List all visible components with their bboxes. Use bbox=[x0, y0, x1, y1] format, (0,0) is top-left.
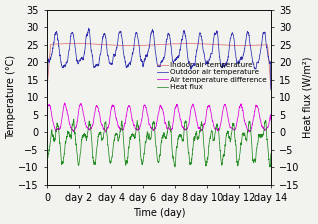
Indoor air temperature bbox=[242, 44, 246, 47]
X-axis label: Time (day): Time (day) bbox=[133, 209, 185, 218]
Outdoor air temperature bbox=[213, 33, 217, 36]
Indoor air temperature bbox=[213, 43, 217, 46]
Heat flux bbox=[171, 155, 175, 158]
Heat flux bbox=[242, 134, 246, 136]
Legend: Indoor air temperature, Outdoor air temperature, Air temperature difference, Hea: Indoor air temperature, Outdoor air temp… bbox=[157, 61, 267, 91]
Air temperature difference bbox=[269, 119, 273, 122]
Air temperature difference bbox=[148, 123, 151, 126]
Indoor air temperature bbox=[248, 44, 252, 47]
Line: Outdoor air temperature: Outdoor air temperature bbox=[47, 28, 271, 97]
Heat flux bbox=[269, 156, 273, 159]
Outdoor air temperature bbox=[269, 88, 273, 91]
Air temperature difference bbox=[45, 118, 49, 121]
Outdoor air temperature bbox=[147, 45, 151, 48]
Heat flux bbox=[72, 118, 76, 121]
Indoor air temperature bbox=[171, 43, 175, 45]
Indoor air temperature bbox=[269, 86, 273, 88]
Air temperature difference bbox=[104, 131, 108, 134]
Outdoor air temperature bbox=[242, 52, 246, 54]
Outdoor air temperature bbox=[171, 60, 175, 63]
Line: Air temperature difference: Air temperature difference bbox=[47, 103, 271, 132]
Air temperature difference bbox=[242, 116, 246, 119]
Air temperature difference bbox=[269, 117, 273, 120]
Outdoor air temperature bbox=[269, 77, 273, 80]
Heat flux bbox=[45, 145, 49, 147]
Line: Indoor air temperature: Indoor air temperature bbox=[47, 43, 271, 88]
Y-axis label: Heat flux (W/m²): Heat flux (W/m²) bbox=[302, 56, 313, 138]
Heat flux bbox=[248, 123, 252, 126]
Air temperature difference bbox=[63, 101, 67, 104]
Indoor air temperature bbox=[269, 83, 273, 85]
Outdoor air temperature bbox=[87, 27, 91, 30]
Y-axis label: Temperature (°C): Temperature (°C) bbox=[5, 55, 16, 139]
Outdoor air temperature bbox=[248, 44, 252, 46]
Air temperature difference bbox=[171, 121, 175, 124]
Indoor air temperature bbox=[45, 87, 49, 90]
Indoor air temperature bbox=[147, 44, 151, 46]
Heat flux bbox=[269, 153, 273, 155]
Heat flux bbox=[213, 131, 217, 134]
Heat flux bbox=[147, 134, 151, 137]
Air temperature difference bbox=[213, 128, 217, 131]
Outdoor air temperature bbox=[45, 95, 49, 98]
Line: Heat flux: Heat flux bbox=[47, 119, 271, 167]
Air temperature difference bbox=[248, 130, 252, 133]
Indoor air temperature bbox=[187, 42, 190, 45]
Heat flux bbox=[268, 166, 272, 168]
